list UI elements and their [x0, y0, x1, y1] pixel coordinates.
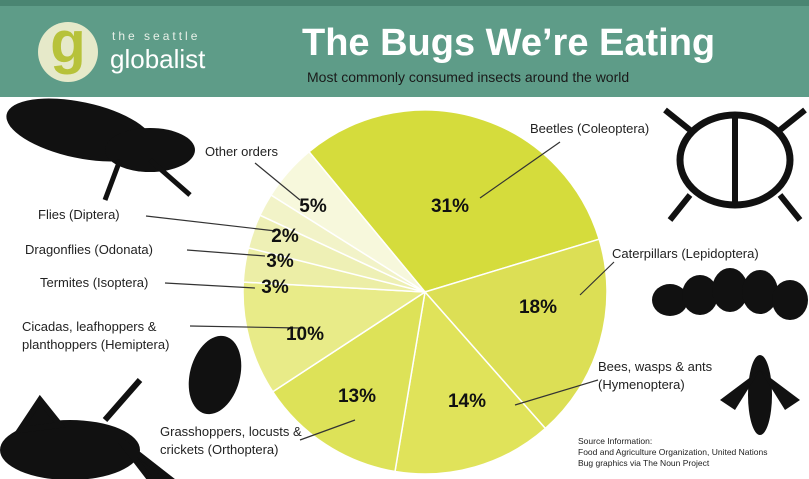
category-label: Grasshoppers, locusts & crickets (Orthop… — [160, 424, 302, 457]
leader-line — [164, 282, 256, 289]
leader-line — [514, 379, 599, 406]
source-line: Food and Agriculture Organization, Unite… — [578, 447, 768, 457]
category-label: Termites (Isoptera) — [40, 275, 149, 290]
category-label: Caterpillars (Lepidoptera) — [612, 246, 759, 261]
value-label: 31% — [431, 196, 469, 217]
pie-slice — [307, 109, 601, 293]
header-edge — [0, 0, 809, 6]
leader-line — [189, 325, 301, 329]
leader-line — [186, 249, 266, 257]
leader-line — [299, 419, 356, 441]
leader-line — [254, 162, 301, 201]
leader-line — [479, 141, 561, 199]
category-label: Bees, wasps & ants (Hymenoptera) — [598, 359, 713, 392]
value-label: 14% — [448, 391, 486, 412]
category-label: Dragonflies (Odonata) — [25, 242, 153, 257]
source: Source Information: Food and Agriculture… — [578, 436, 767, 469]
bug-silhouettes — [0, 98, 808, 479]
logo-tagline: the seattle — [112, 29, 200, 43]
value-label: 5% — [299, 196, 327, 217]
pie-slice — [423, 238, 608, 430]
logo-name: globalist — [110, 44, 206, 74]
category-label: Other orders — [205, 144, 278, 159]
header-band — [0, 0, 809, 97]
value-label: 3% — [261, 277, 289, 298]
value-label: 13% — [338, 386, 376, 407]
chart-subtitle: Most commonly consumed insects around th… — [307, 69, 629, 85]
pie-slice — [271, 290, 427, 473]
chart-title: The Bugs We’re Eating — [302, 22, 715, 64]
pie-slice — [394, 290, 547, 475]
logo-letter: g — [50, 10, 85, 75]
value-label: 10% — [286, 324, 324, 345]
value-label: 3% — [266, 251, 294, 272]
source-line: Bug graphics via The Noun Project — [578, 458, 710, 468]
value-label: 18% — [519, 297, 557, 318]
value-label: 2% — [271, 226, 299, 247]
source-line: Source Information: — [578, 436, 653, 446]
category-label: Flies (Diptera) — [38, 207, 120, 222]
leader-line — [579, 261, 615, 296]
leader-line — [145, 215, 277, 232]
category-label: Cicadas, leafhoppers & planthoppers (Hem… — [22, 319, 170, 352]
pie-slice — [269, 150, 426, 293]
category-label: Beetles (Coleoptera) — [530, 121, 650, 136]
logo-circle — [38, 22, 98, 82]
